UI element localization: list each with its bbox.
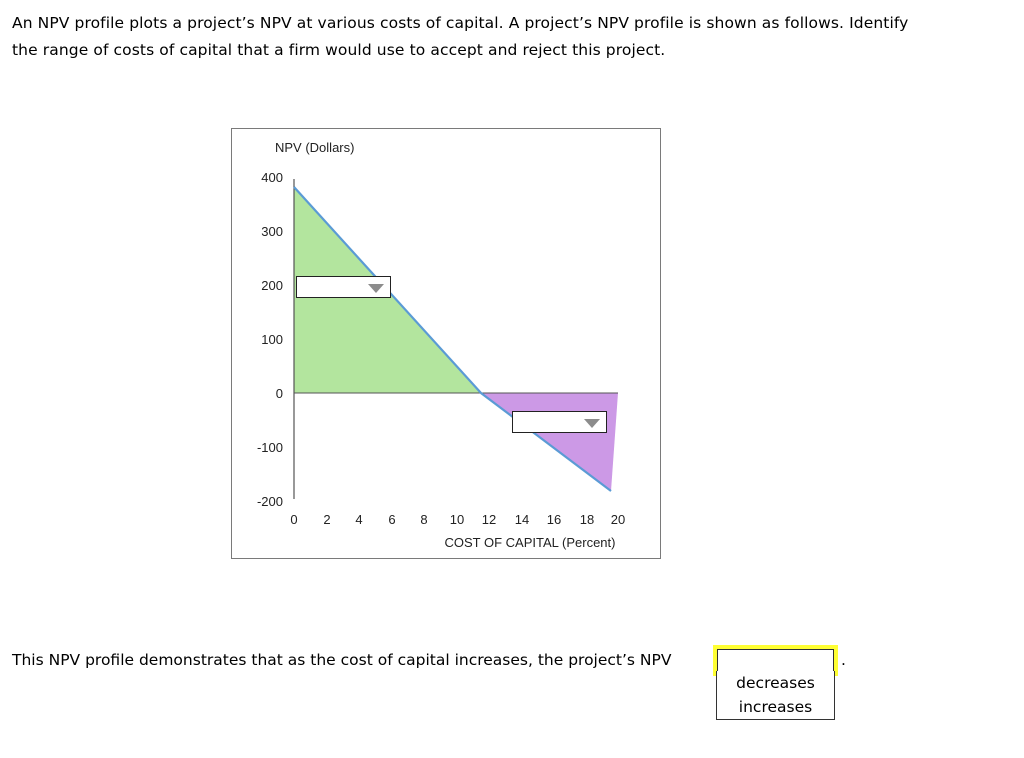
y-axis-title: NPV (Dollars): [275, 140, 354, 155]
x-tick: 4: [355, 512, 362, 527]
npv-line: [293, 186, 612, 492]
x-tick: 16: [547, 512, 561, 527]
x-tick: 2: [323, 512, 330, 527]
x-tick: 14: [515, 512, 529, 527]
x-axis-title: COST OF CAPITAL (Percent): [445, 535, 616, 550]
dropdown-arrow-icon: [368, 284, 384, 293]
x-tick: 18: [580, 512, 594, 527]
option-decreases[interactable]: decreases: [736, 674, 815, 692]
y-tick: 0: [276, 386, 283, 401]
y-tick: 300: [261, 224, 283, 239]
y-tick: -200: [257, 494, 283, 509]
option-increases[interactable]: increases: [738, 698, 813, 716]
dropdown-arrow-icon: [584, 419, 600, 428]
npv-trend-select[interactable]: [717, 649, 834, 672]
intro-line-1: An NPV profile plots a project’s NPV at …: [12, 14, 909, 32]
y-tick: 400: [261, 170, 283, 185]
statement-period: .: [841, 651, 846, 669]
question-intro: An NPV profile plots a project’s NPV at …: [12, 10, 1012, 64]
x-tick: 6: [388, 512, 395, 527]
y-tick: 100: [261, 332, 283, 347]
negative-region-dropdown[interactable]: [512, 411, 607, 433]
x-tick: 10: [450, 512, 464, 527]
x-tick: 0: [290, 512, 297, 527]
x-tick: 20: [611, 512, 625, 527]
positive-region-dropdown[interactable]: [296, 276, 391, 298]
intro-line-2: the range of costs of capital that a fir…: [12, 41, 666, 59]
y-tick: 200: [261, 278, 283, 293]
chart-canvas: NPV (Dollars) 400 300 200 100 0 -100 -20…: [257, 140, 625, 550]
npv-statement: This NPV profile demonstrates that as th…: [12, 651, 672, 669]
x-tick: 12: [482, 512, 496, 527]
x-tick: 8: [420, 512, 427, 527]
y-tick: -100: [257, 440, 283, 455]
npv-profile-chart: NPV (Dollars) 400 300 200 100 0 -100 -20…: [231, 128, 661, 559]
npv-trend-options: decreases increases: [716, 671, 835, 720]
